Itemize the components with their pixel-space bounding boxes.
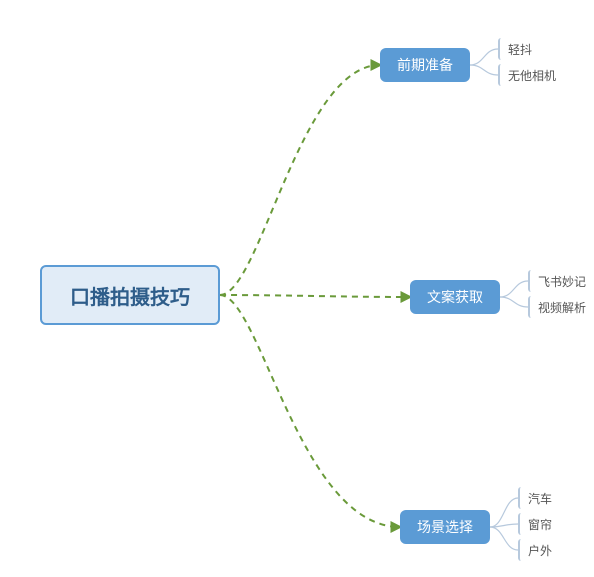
leaf-label: 户外 [528,542,552,559]
leaf-edge [470,65,498,75]
leaf-node[interactable]: 窗帘 [518,513,572,535]
leaf-label: 汽车 [528,490,552,507]
leaf-label: 轻抖 [508,41,532,58]
branch-label: 文案获取 [427,287,483,307]
leaf-edge [500,297,528,307]
main-edges [220,65,410,527]
branch-label: 前期准备 [397,55,453,75]
leaf-node[interactable]: 视频解析 [528,296,594,318]
leaf-label: 视频解析 [538,299,586,316]
leaf-node[interactable]: 轻抖 [498,38,568,60]
leaf-edge [490,498,518,527]
main-edge [220,295,400,527]
main-edge [220,65,380,295]
leaf-edge [490,527,518,550]
main-edge [220,295,410,297]
leaf-edge [470,49,498,65]
leaf-label: 窗帘 [528,516,552,533]
root-node[interactable]: 口播拍摄技巧 [40,265,220,325]
leaf-node[interactable]: 无他相机 [498,64,568,86]
leaf-node[interactable]: 飞书妙记 [528,270,594,292]
leaf-edge [490,524,518,527]
leaf-edge [500,281,528,297]
root-label: 口播拍摄技巧 [70,281,190,310]
leaf-label: 无他相机 [508,67,556,84]
branch-node[interactable]: 场景选择 [400,510,490,544]
branch-label: 场景选择 [417,517,473,537]
leaf-node[interactable]: 汽车 [518,487,572,509]
branch-node[interactable]: 文案获取 [410,280,500,314]
branch-node[interactable]: 前期准备 [380,48,470,82]
leaf-label: 飞书妙记 [538,273,586,290]
leaf-node[interactable]: 户外 [518,539,572,561]
